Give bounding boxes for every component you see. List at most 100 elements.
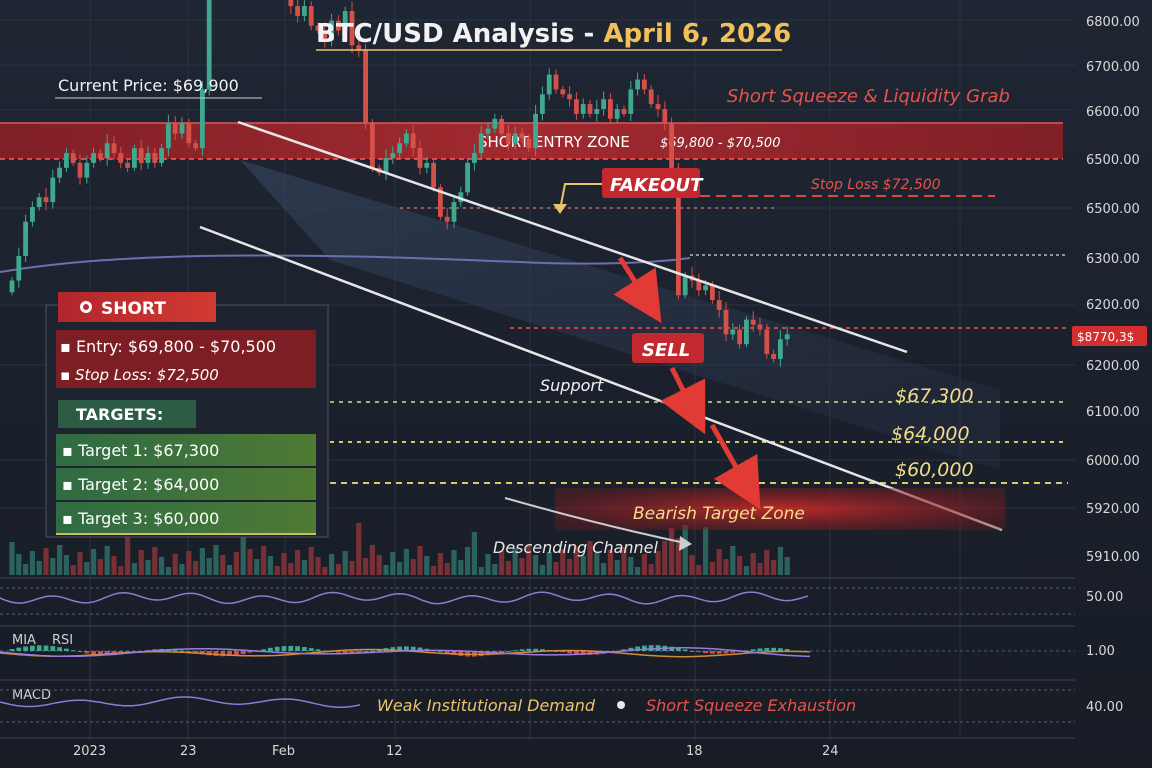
target-row [56,434,316,466]
volume-bar [233,552,239,575]
volume-bar [648,564,654,575]
volume-bar [36,561,42,575]
candle [70,153,76,163]
ma-rsi-bar [540,649,545,651]
ma-rsi-bar [70,650,76,652]
channel-label: Descending Channel [493,538,659,557]
candle [118,153,124,163]
candle [159,148,164,163]
volume-bar [641,554,647,575]
target-2-text: ▪ Target 2: $64,000 [62,475,219,494]
bearish-zone-label: Bearish Target Zone [633,504,805,524]
ma-rsi-bar [642,645,647,651]
candle [295,6,300,16]
ma-rsi-bar [669,646,674,651]
volume-bar [689,555,695,575]
ma-rsi-bar [268,647,273,651]
volume-bar [723,559,729,575]
candle [9,280,15,293]
volume-bar [682,525,688,575]
candle [179,123,185,134]
candle [356,45,362,51]
ma-rsi-bar [784,649,790,651]
rsi-line [0,591,809,605]
ma-rsi-bar [506,651,511,652]
ma-rsi-bar [84,651,90,654]
target-row [56,502,316,534]
candle [662,109,668,124]
volume-bar [267,556,273,575]
volume-bar [288,563,294,575]
ma-rsi-bar [397,646,402,651]
candle [43,197,49,203]
ma-rsi-bar [193,651,198,653]
volume-bar [784,557,790,575]
ma-rsi-bar [438,651,443,652]
trade-panel: SHORT ▪ Entry: $69,800 - $70,500 ▪ Stop … [45,292,329,538]
ma-rsi-line-purple [0,647,811,658]
candle [410,133,416,149]
volume-bar [57,545,63,575]
x-axis: 2023 23 Feb 12 18 24 [73,744,839,759]
volume-bar [274,566,280,575]
candle [132,148,137,168]
candle [288,0,294,7]
ma-rsi-bar [730,651,736,653]
volume-bar [601,563,607,575]
x-tick: 23 [180,744,197,759]
volume-bar [519,558,525,575]
y-tick: 6000.00 [1086,454,1140,469]
x-tick: 24 [822,744,839,759]
candle [370,123,375,168]
candle [669,123,674,168]
ma-rsi-bar [57,647,62,651]
candle [533,113,538,149]
target-2-price: $64,000 [891,423,970,445]
bearish-target-zone [555,488,1005,530]
stop-loss-label: Stop Loss $72,500 [811,177,941,193]
volume-bar [771,560,777,575]
ma-rsi-bar [750,649,756,651]
candle [417,148,423,168]
y-tick: 6200.00 [1086,298,1140,313]
targets-header [58,400,196,428]
ma-rsi-bar [390,647,396,651]
macd-tick: 40.00 [1086,700,1123,715]
ma-rsi-bar [172,649,178,651]
candle [36,197,42,207]
ma-rsi-bar [36,645,42,651]
volume-bar [485,554,491,575]
volume-bar [363,558,369,575]
short-details-box [56,330,316,388]
volume-bar [580,556,586,575]
volume-bar [458,560,464,575]
volume-bar [342,551,348,575]
volume-bar [152,547,158,575]
volume-bar [356,523,362,575]
macd-line [0,696,361,708]
ma-rsi-bar [757,648,763,651]
volume-bar [179,564,185,575]
candle [308,6,314,26]
candle [186,123,192,144]
x-tick: Feb [272,744,295,759]
ma-rsi-bar [213,651,219,656]
ma-rsi-bar [43,645,49,651]
volume-bar [77,552,83,575]
volume-bar [186,551,192,575]
ma-rsi-bar [288,645,294,651]
volume-bar [111,556,117,575]
volume-bar [104,546,110,575]
volume-bar [329,554,335,575]
ma-rsi-bar [77,651,83,652]
volume-bar [505,561,511,575]
volume-bar [131,563,137,575]
ma-rsi-bar [50,646,56,651]
ma-rsi-bar [696,651,702,653]
y-tick: 6300.00 [1086,252,1140,267]
volume-bar [159,557,165,575]
volume-bar [145,560,151,575]
y-tick: 5920.00 [1086,502,1140,517]
ma-rsi-bar [9,649,15,651]
